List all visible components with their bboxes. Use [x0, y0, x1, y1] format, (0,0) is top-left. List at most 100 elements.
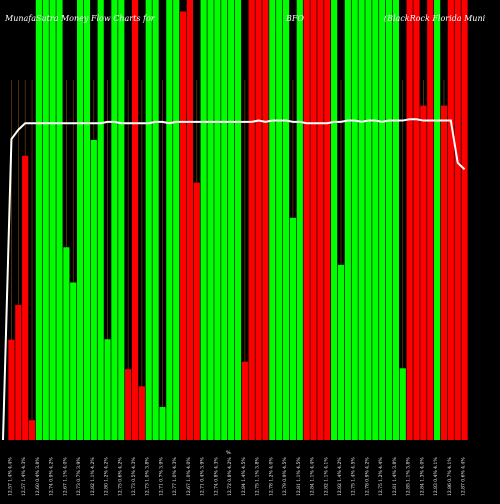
money-flow-bar: [269, 0, 276, 440]
x-tick-label: 12.78 0.9% 4.2%: [364, 457, 370, 496]
money-flow-bar: [104, 339, 111, 440]
money-flow-bar: [372, 0, 379, 440]
x-tick-label: 12.80 1.2% 4.2%: [104, 457, 110, 496]
bars: [8, 0, 468, 441]
money-flow-bar: [385, 0, 393, 440]
money-flow-bar: [379, 0, 386, 440]
x-tick-label: 12.82 1.1% 4.1%: [323, 457, 329, 496]
money-flow-bar: [331, 0, 338, 440]
money-flow-bar: [200, 0, 207, 440]
money-flow-bar: [207, 0, 214, 440]
money-flow-bar: [228, 0, 235, 440]
x-tick-label: 12.72 0.8% 4.2%: [227, 457, 233, 496]
money-flow-bar: [282, 0, 290, 440]
money-flow-bar: [392, 0, 399, 440]
chart-title-ticker: BFO: [285, 14, 304, 23]
money-flow-bar: [276, 0, 283, 440]
money-flow-bar: [97, 0, 104, 440]
money-flow-bar: [111, 0, 118, 440]
x-tick-label: 12.85 1.1% 3.8%: [406, 457, 412, 496]
x-tick-label: 12.74 0.9% 4.2%: [49, 457, 55, 496]
x-tick-label: 12.84 1.1% 4.4%: [310, 457, 316, 496]
money-flow-bar: [193, 182, 200, 440]
money-flow-bar: [337, 264, 345, 440]
x-tick-label: 12.67 1.1% 4.0%: [62, 457, 68, 496]
money-flow-bar: [166, 0, 173, 440]
money-flow-bar: [454, 0, 461, 440]
money-flow-bar: [303, 0, 310, 440]
money-flow-bar: [63, 247, 70, 440]
x-tick-label: 12.77 1.0% 4.3%: [172, 457, 178, 496]
x-tick-label: 12.57 1.4% 4.4%: [7, 457, 13, 496]
money-flow-bar: [344, 0, 351, 440]
money-flow-bar: [234, 0, 242, 440]
x-tick-label: 12.71 0.4% 3.9%: [200, 457, 206, 496]
money-flow-bar: [262, 0, 269, 440]
x-tick-label: 12.75 1.1% 3.8%: [255, 457, 261, 496]
money-flow-bar: [125, 369, 132, 440]
money-flow-bar: [248, 0, 255, 440]
money-flow-bar: [461, 0, 468, 440]
x-tick-label: 12.75 1.4% 4.5%: [351, 457, 357, 496]
money-flow-bar: [8, 339, 15, 440]
x-tick-label: 12.57 1.4% 4.3%: [21, 457, 27, 496]
money-flow-bar: [77, 0, 84, 440]
money-flow-bar: [440, 105, 448, 440]
money-flow-bar: [152, 0, 159, 440]
money-flow-bar: [90, 139, 97, 441]
money-flow-bar: [28, 420, 36, 440]
money-flow-bar: [221, 0, 228, 440]
money-flow-bar: [358, 0, 365, 440]
x-tick-label: 12.82 1.4% 4.2%: [337, 457, 343, 496]
money-flow-bar: [406, 0, 413, 440]
money-flow-bar: [399, 368, 406, 440]
x-tick-label: 12.75 1.2% 4.4%: [378, 457, 384, 496]
money-flow-bar: [118, 0, 125, 440]
x-tick-label: 12.82 1.1% 4.2%: [90, 457, 96, 496]
money-flow-bar: [15, 304, 22, 440]
line-series: [2, 118, 466, 441]
x-tick-label: 12.73 1.0% 3.8%: [145, 457, 151, 496]
x-tick-label: 12.73 0.5% 4.3%: [131, 457, 137, 496]
money-flow-bar: [365, 0, 372, 440]
money-flow-bar: [310, 0, 317, 440]
money-flow-bar: [186, 0, 194, 440]
x-tick-labels: 12.57 1.4% 4.4% 12.57 1.4% 4.3% 12.60 0.4%…: [7, 457, 466, 496]
money-flow-bar: [22, 155, 29, 440]
money-flow-bar: [420, 105, 427, 440]
x-tick-label: 12.87 0.6% 4.4%: [461, 457, 467, 496]
x-tick-label: 12.79 0.9% 4.5%: [282, 457, 288, 496]
x-tick-label: 12.81 1.4% 3.8%: [392, 457, 398, 496]
money-flow-bar: [434, 0, 441, 440]
x-tick-label: 12.84 1.4% 4.5%: [241, 457, 247, 496]
money-flow-bar: [241, 361, 248, 440]
money-flow-bar: [42, 0, 49, 440]
money-flow-bar: [138, 386, 145, 440]
money-flow-bar: [145, 0, 152, 440]
money-flow-bar: [83, 0, 91, 440]
money-flow-bar: [324, 0, 331, 440]
money-flow-bar: [70, 282, 77, 440]
x-tick-label: 12.86 0.7% 4.1%: [447, 457, 453, 496]
x-tick-label: 12.60 0.4% 3.8%: [35, 457, 41, 496]
money-flow-bar: [35, 0, 42, 440]
x-tick-label: 12.78 1.2% 4.0%: [268, 457, 274, 496]
money-flow-bar: [289, 217, 297, 440]
money-flow-bar: [159, 407, 166, 440]
money-flow-bar: [317, 0, 324, 440]
x-tick-label: 12.74 0.8% 4.3%: [213, 457, 219, 496]
money-flow-bar: [255, 0, 262, 440]
money-flow-bar: [296, 0, 303, 440]
x-tick-label: 12.84 1.3% 4.0%: [419, 457, 425, 496]
money-flow-bar: [413, 0, 420, 440]
money-flow-bar: [351, 0, 358, 440]
x-tick-label: 12.73 0.7% 3.9%: [76, 457, 82, 496]
x-tick-label: 12.81 1.1% 4.5%: [296, 457, 302, 496]
money-flow-bar: [179, 11, 187, 440]
x-tick-label: 12.71 0.7% 3.9%: [158, 457, 164, 496]
money-flow-bar: [173, 0, 180, 440]
money-flow-bar: [214, 0, 221, 440]
chart-title-right: (BlackRock Florida Muni: [384, 14, 486, 23]
